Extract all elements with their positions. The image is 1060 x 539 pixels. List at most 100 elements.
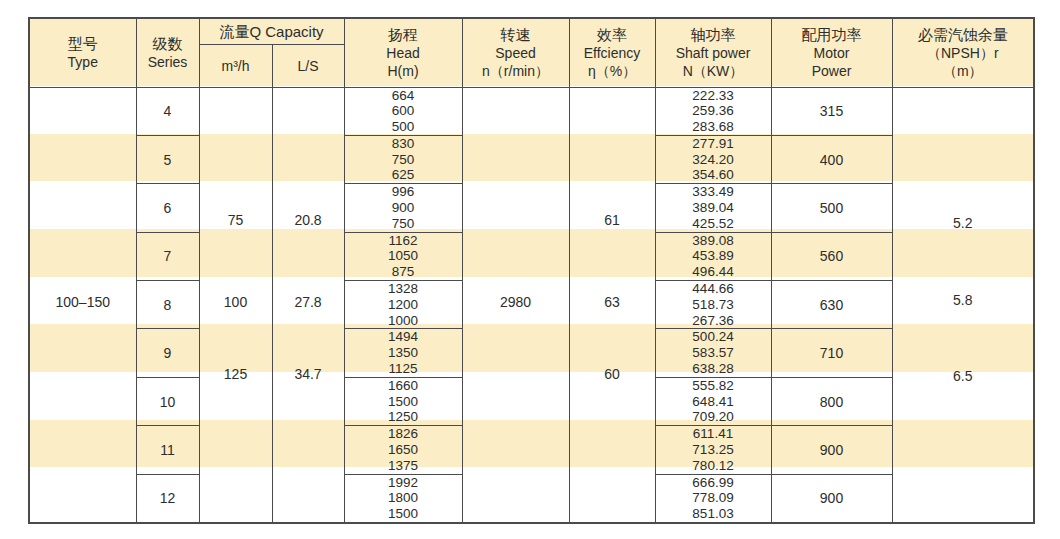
pump-spec-page: 型号 Type 级数 Series 流量Q Capacity 扬程 Head H…: [0, 0, 1060, 539]
capacity-ls-value: 34.7: [273, 366, 344, 382]
head-value: 830: [345, 136, 462, 152]
head-value: 1350: [345, 345, 462, 361]
header-shaft-unit: N（KW）: [656, 62, 771, 80]
series-cell: 12: [136, 474, 199, 523]
series-cell: 11: [136, 426, 199, 474]
shaft-value: 425.52: [656, 216, 771, 232]
shaft-value: 555.82: [656, 378, 771, 394]
shaft-value: 267.36: [656, 313, 771, 329]
header-head-unit: H(m): [345, 62, 462, 80]
shaft-power-cell: 444.66 518.73 267.36: [655, 281, 771, 329]
capacity-m3h-value: 75: [200, 212, 272, 228]
head-cell: 830 750 625: [344, 135, 462, 183]
motor-power-cell: 400: [771, 135, 892, 183]
type-value: 100–150: [30, 294, 136, 310]
head-value: 625: [345, 167, 462, 183]
header-shaft-en: Shaft power: [656, 44, 771, 62]
shaft-value: 611.41: [656, 426, 771, 442]
head-value: 1660: [345, 378, 462, 394]
head-cell: 1826 1650 1375: [344, 426, 462, 474]
series-cell: 6: [136, 184, 199, 232]
shaft-power-cell: 611.41 713.25 780.12: [655, 426, 771, 474]
shaft-power-cell: 277.91 324.20 354.60: [655, 135, 771, 183]
series-cell: 9: [136, 329, 199, 377]
header-head-en: Head: [345, 44, 462, 62]
head-value: 1826: [345, 426, 462, 442]
head-value: 750: [345, 216, 462, 232]
shaft-value: 496.44: [656, 264, 771, 280]
header-capacity-ls: L/S: [272, 44, 344, 87]
shaft-value: 638.28: [656, 361, 771, 377]
header-motor-power: 配用功率 Motor Power: [771, 18, 892, 87]
head-value: 600: [345, 103, 462, 119]
header-npsh-en: （NPSH）r: [893, 44, 1034, 62]
header-speed: 转速 Speed n（r/min）: [462, 18, 569, 87]
table-row: 100–150 4 75 100 125 20.8 27.8 34.7 664: [29, 87, 1034, 135]
head-value: 500: [345, 119, 462, 135]
series-cell: 4: [136, 87, 199, 135]
capacity-m3h-cell: 75 100 125: [199, 87, 272, 523]
head-cell: 1660 1500 1250: [344, 377, 462, 425]
shaft-value: 851.03: [656, 506, 771, 522]
type-cell: 100–150: [29, 87, 136, 523]
header-speed-unit: n（r/min）: [463, 62, 569, 80]
shaft-value: 283.68: [656, 119, 771, 135]
head-value: 1200: [345, 297, 462, 313]
motor-power-cell: 315: [771, 87, 892, 135]
motor-power-cell: 900: [771, 474, 892, 523]
header-type-zh: 型号: [30, 34, 136, 53]
capacity-ls-value: 20.8: [273, 212, 344, 228]
shaft-value: 259.36: [656, 103, 771, 119]
shaft-value: 354.60: [656, 167, 771, 183]
head-value: 1650: [345, 442, 462, 458]
header-capacity-group: 流量Q Capacity: [199, 18, 344, 44]
head-value: 1800: [345, 490, 462, 506]
motor-power-cell: 710: [771, 329, 892, 377]
efficiency-cell: 61 63 60: [569, 87, 655, 523]
head-value: 1992: [345, 475, 462, 491]
series-cell: 7: [136, 232, 199, 280]
header-shaft-zh: 轴功率: [656, 25, 771, 44]
head-value: 900: [345, 200, 462, 216]
head-value: 1500: [345, 506, 462, 522]
capacity-ls-cell: 20.8 27.8 34.7: [272, 87, 344, 523]
shaft-value: 518.73: [656, 297, 771, 313]
head-value: 1050: [345, 248, 462, 264]
shaft-value: 389.04: [656, 200, 771, 216]
head-cell: 1494 1350 1125: [344, 329, 462, 377]
head-value: 1000: [345, 313, 462, 329]
header-speed-en: Speed: [463, 44, 569, 62]
npsh-value: 5.2: [893, 215, 1034, 231]
shaft-value: 583.57: [656, 345, 771, 361]
header-type-en: Type: [30, 53, 136, 71]
shaft-power-cell: 666.99 778.09 851.03: [655, 474, 771, 523]
head-cell: 996 900 750: [344, 184, 462, 232]
efficiency-value: 60: [570, 366, 655, 382]
header-head: 扬程 Head H(m): [344, 18, 462, 87]
header-efficiency-unit: η（%）: [570, 62, 655, 80]
shaft-value: 780.12: [656, 458, 771, 474]
capacity-m3h-value: 125: [200, 366, 272, 382]
shaft-value: 778.09: [656, 490, 771, 506]
speed-cell: 2980: [462, 87, 569, 523]
npsh-value: 6.5: [893, 368, 1034, 384]
efficiency-value: 63: [570, 294, 655, 310]
motor-power-cell: 500: [771, 184, 892, 232]
shaft-value: 444.66: [656, 281, 771, 297]
head-value: 664: [345, 88, 462, 104]
pump-spec-table-wrap: 型号 Type 级数 Series 流量Q Capacity 扬程 Head H…: [28, 17, 1033, 515]
head-value: 1162: [345, 233, 462, 249]
shaft-power-cell: 222.33 259.36 283.68: [655, 87, 771, 135]
shaft-power-cell: 555.82 648.41 709.20: [655, 377, 771, 425]
head-value: 996: [345, 184, 462, 200]
header-npsh-zh: 必需汽蚀余量: [893, 25, 1034, 44]
header-capacity-m3h: m³/h: [199, 44, 272, 87]
header-series-en: Series: [137, 53, 199, 71]
npsh-value: 5.8: [893, 292, 1034, 308]
head-value: 1125: [345, 361, 462, 377]
head-cell: 1162 1050 875: [344, 232, 462, 280]
shaft-value: 222.33: [656, 88, 771, 104]
header-efficiency-zh: 效率: [570, 25, 655, 44]
shaft-value: 500.24: [656, 329, 771, 345]
shaft-value: 453.89: [656, 248, 771, 264]
